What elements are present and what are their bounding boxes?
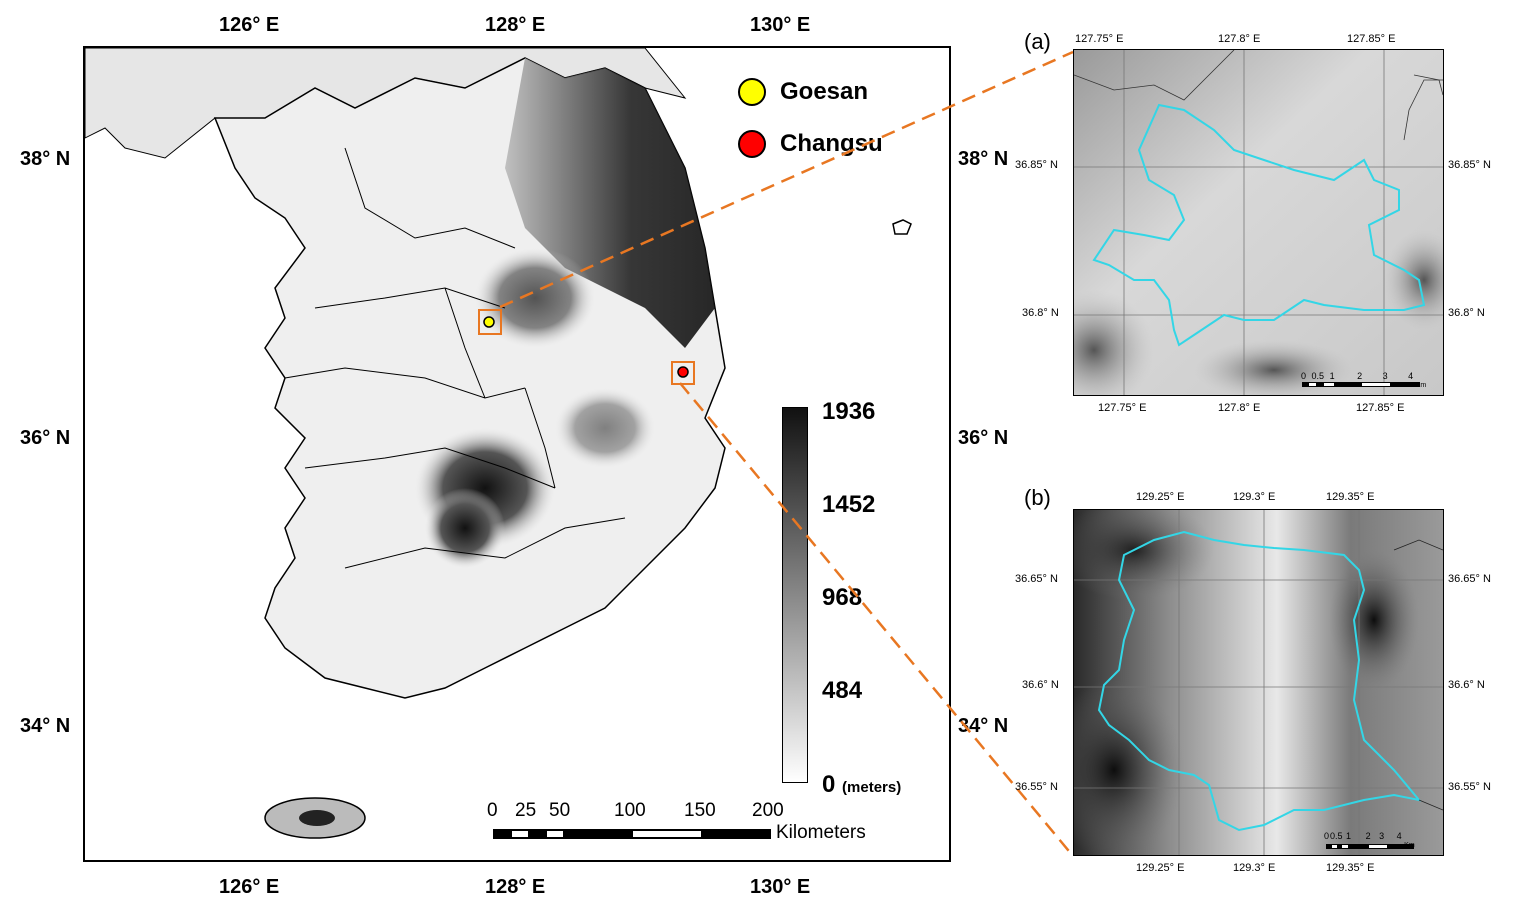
scale-tick-100: 100	[614, 800, 646, 821]
panel-a-scale-tick-4: 4	[1408, 371, 1414, 381]
panel-b-left-lat-3: 36.55° N	[1015, 781, 1058, 793]
gyeongbuk-highlands	[555, 388, 655, 468]
goesan-watershed-dem	[1074, 50, 1443, 395]
panel-a-scale-tick-3: 3	[1382, 371, 1388, 381]
main-top-lon-130: 130° E	[750, 14, 811, 36]
changsu-box	[671, 361, 695, 385]
korea-elevation-map	[85, 48, 912, 839]
panel-b-frame	[1073, 509, 1444, 856]
panel-b-scale-tick-2: 2	[1365, 831, 1371, 841]
taebaek-ridge	[505, 58, 715, 348]
panel-b-bottom-lon-2: 129.3° E	[1233, 862, 1276, 874]
panel-b-tag: (b)	[1024, 485, 1051, 510]
panel-b-scale-tick-1: 1	[1346, 831, 1352, 841]
panel-b-top-lon-2: 129.3° E	[1233, 491, 1276, 503]
main-right-lat-38: 38° N	[958, 148, 1009, 170]
ulleungdo-island	[892, 219, 912, 235]
panel-a-frame	[1073, 49, 1444, 396]
panel-a-top-lon-1: 127.75° E	[1075, 33, 1124, 45]
main-right-lat-36: 36° N	[958, 427, 1009, 449]
main-left-lat-34: 34° N	[20, 715, 71, 737]
panel-b-left-lat-2: 36.6° N	[1022, 679, 1059, 691]
panel-b-bottom-lon-3: 129.35° E	[1326, 862, 1375, 874]
panel-b-scale-tick-4: 4	[1396, 831, 1402, 841]
goesan-marker[interactable]	[483, 316, 495, 328]
main-scale-bar	[493, 829, 771, 839]
panel-a-top-lon-3: 127.85° E	[1347, 33, 1396, 45]
panel-a-scale-unit: Km	[1415, 382, 1427, 389]
colorbar-value-0: 0 (meters)	[822, 771, 901, 799]
panel-a-top-lon-2: 127.8° E	[1218, 33, 1261, 45]
panel-a-scale-labels: 0 0.5 1 2 3 4 Km	[1301, 371, 1426, 389]
changsu-watershed-boundary	[1097, 530, 1422, 832]
scale-unit: Kilometers	[776, 822, 866, 843]
panel-b-scale-tick-3: 3	[1379, 831, 1385, 841]
panel-b-right-lat-2: 36.6° N	[1448, 679, 1485, 691]
panel-b-scale-tick-05: 0.5	[1330, 831, 1343, 841]
scale-tick-25: 25	[515, 800, 537, 821]
main-bottom-lon-130: 130° E	[750, 876, 811, 898]
legend-goesan: Goesan	[738, 78, 868, 106]
panel-b-scale-unit: Km	[1404, 842, 1415, 849]
panel-a-scale-tick-0: 0	[1301, 371, 1307, 381]
panel-a-scale-tick-2: 2	[1357, 371, 1363, 381]
colorbar-unit: (meters)	[842, 779, 902, 796]
panel-b-left-lat-1: 36.65° N	[1015, 573, 1058, 585]
panel-b-right-lat-3: 36.55° N	[1448, 781, 1491, 793]
main-top-lon-128: 128° E	[485, 14, 546, 36]
panel-b-scale-labels: 00.5 1 2 3 4 Km	[1324, 831, 1415, 849]
jirisan-area	[425, 488, 505, 568]
main-bottom-lon-128: 128° E	[485, 876, 546, 898]
scale-tick-0: 0	[487, 800, 498, 821]
legend-goesan-label: Goesan	[780, 78, 869, 105]
panel-b-top-lon-1: 129.25° E	[1136, 491, 1185, 503]
central-highlands	[475, 248, 595, 348]
province-boundaries	[284, 147, 626, 569]
scale-tick-150: 150	[684, 800, 716, 821]
panel-b-bottom-lon-1: 129.25° E	[1136, 862, 1185, 874]
colorbar-value-484: 484	[822, 677, 863, 704]
panel-a-scale-tick-05: 0.5	[1311, 371, 1325, 381]
main-left-lat-38: 38° N	[20, 148, 71, 170]
panel-a-left-lat-2: 36.8° N	[1022, 307, 1059, 319]
panel-a-scale-tick-1: 1	[1329, 371, 1335, 381]
elevation-colorbar	[782, 407, 808, 783]
main-top-lon-126: 126° E	[219, 14, 280, 36]
changsu-marker[interactable]	[677, 366, 689, 378]
main-bottom-lon-126: 126° E	[219, 876, 280, 898]
changsu-watershed-dem	[1074, 510, 1443, 855]
goesan-watershed-boundary	[1092, 103, 1426, 347]
panel-b-top-lon-3: 129.35° E	[1326, 491, 1375, 503]
panel-a-bottom-lon-3: 127.85° E	[1356, 402, 1405, 414]
scale-tick-200: 200	[752, 800, 784, 821]
panel-b-right-lat-1: 36.65° N	[1448, 573, 1491, 585]
colorbar-value-968: 968	[822, 584, 863, 611]
scale-tick-50: 50	[549, 800, 571, 821]
hallasan-peak	[299, 810, 335, 826]
panel-a-right-lat-2: 36.8° N	[1448, 307, 1485, 319]
panel-a-right-lat-1: 36.85° N	[1448, 159, 1491, 171]
goesan-box	[478, 309, 502, 335]
colorbar-value-1936: 1936	[822, 398, 876, 425]
main-left-lat-36: 36° N	[20, 427, 71, 449]
panel-b-scale-tick-0: 0	[1324, 831, 1330, 841]
panel-a-bottom-lon-1: 127.75° E	[1098, 402, 1147, 414]
colorbar-value-1452: 1452	[822, 491, 876, 518]
panel-a-left-lat-1: 36.85° N	[1015, 159, 1058, 171]
panel-a-tag: (a)	[1024, 29, 1051, 54]
goesan-legend-icon	[738, 78, 766, 106]
colorbar-value-zero: 0	[822, 771, 836, 798]
panel-a-bottom-lon-2: 127.8° E	[1218, 402, 1261, 414]
changsu-legend-icon	[738, 130, 766, 158]
